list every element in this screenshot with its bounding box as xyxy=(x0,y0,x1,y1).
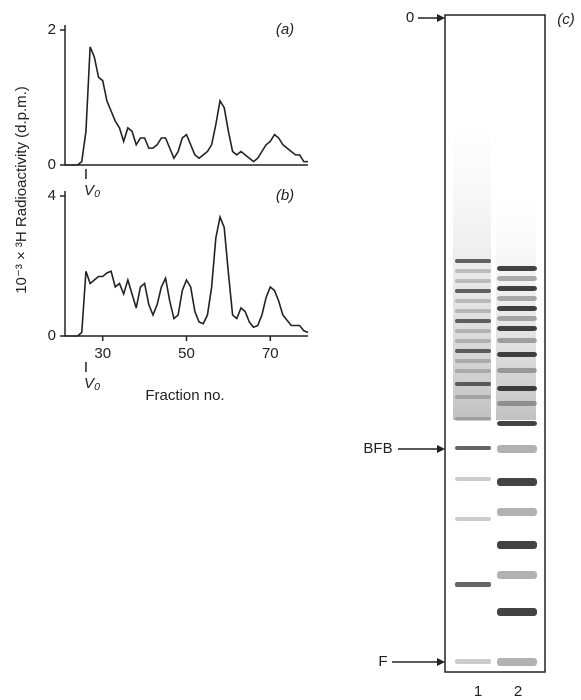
gel-band xyxy=(455,417,491,421)
data-line xyxy=(65,46,308,166)
x-tick-label: 70 xyxy=(262,345,279,362)
gel-band xyxy=(497,276,537,281)
gel-band xyxy=(455,582,491,587)
gel-band xyxy=(497,338,537,343)
gel-band xyxy=(455,299,491,303)
gel-band xyxy=(455,259,491,263)
lane-label: 2 xyxy=(514,683,522,700)
gel-band xyxy=(455,517,491,521)
gel-smear xyxy=(453,120,491,420)
gel-band xyxy=(497,571,537,579)
gel-marker: 0 xyxy=(406,9,414,26)
gel-band xyxy=(455,279,491,283)
gel-band xyxy=(455,369,491,373)
gel-band xyxy=(455,339,491,343)
gel-band xyxy=(455,329,491,333)
y-tick-label: 0 xyxy=(48,327,56,344)
gel-band xyxy=(455,659,491,664)
v0-label: V₀ xyxy=(84,375,100,392)
y-tick-label: 2 xyxy=(48,21,56,38)
gel-band xyxy=(497,352,537,357)
gel-band xyxy=(497,608,537,616)
gel-band xyxy=(497,316,537,321)
gel-band xyxy=(497,296,537,301)
arrowheads xyxy=(437,14,445,666)
gel-band xyxy=(497,445,537,453)
y-tick-label: 0 xyxy=(48,156,56,173)
marker-arrow xyxy=(392,17,443,663)
y-axis-label: 10⁻³ × ³H Radioactivity (d.p.m.) xyxy=(13,86,30,294)
gel-band xyxy=(455,382,491,386)
gel-band xyxy=(497,368,537,373)
gel-band xyxy=(497,658,537,666)
gel-band xyxy=(455,359,491,363)
data-line xyxy=(65,214,309,337)
panel-label: (a) xyxy=(276,21,294,38)
gel-band xyxy=(497,421,537,426)
gel-band xyxy=(455,349,491,353)
gel-marker: F xyxy=(378,653,387,670)
axis xyxy=(64,191,308,337)
x-axis-label: Fraction no. xyxy=(145,387,224,404)
axis xyxy=(64,25,308,166)
gel-band xyxy=(497,266,537,271)
gel-band xyxy=(497,508,537,516)
lane-label: 1 xyxy=(474,683,482,700)
gel-panel-label: (c) xyxy=(557,11,575,28)
gel-band xyxy=(455,395,491,399)
gel-band xyxy=(497,386,537,391)
gel-band xyxy=(497,541,537,549)
gel-band xyxy=(497,478,537,486)
x-tick-label: 50 xyxy=(178,345,195,362)
gel-bands xyxy=(455,259,537,666)
panel-label: (b) xyxy=(276,187,294,204)
gel-frame xyxy=(444,14,546,673)
gel-band xyxy=(497,326,537,331)
gel-band xyxy=(455,269,491,273)
gel-band xyxy=(497,286,537,291)
gel-band xyxy=(455,477,491,481)
gel-band xyxy=(497,306,537,311)
gel-marker: BFB xyxy=(363,440,392,457)
gel-band xyxy=(497,401,537,406)
y-tick-label: 4 xyxy=(48,187,56,204)
gel-band xyxy=(455,446,491,450)
v0-label: V₀ xyxy=(84,182,100,199)
gel-band xyxy=(455,319,491,323)
gel-band xyxy=(455,289,491,293)
x-tick-label: 30 xyxy=(94,345,111,362)
gel-band xyxy=(455,309,491,313)
